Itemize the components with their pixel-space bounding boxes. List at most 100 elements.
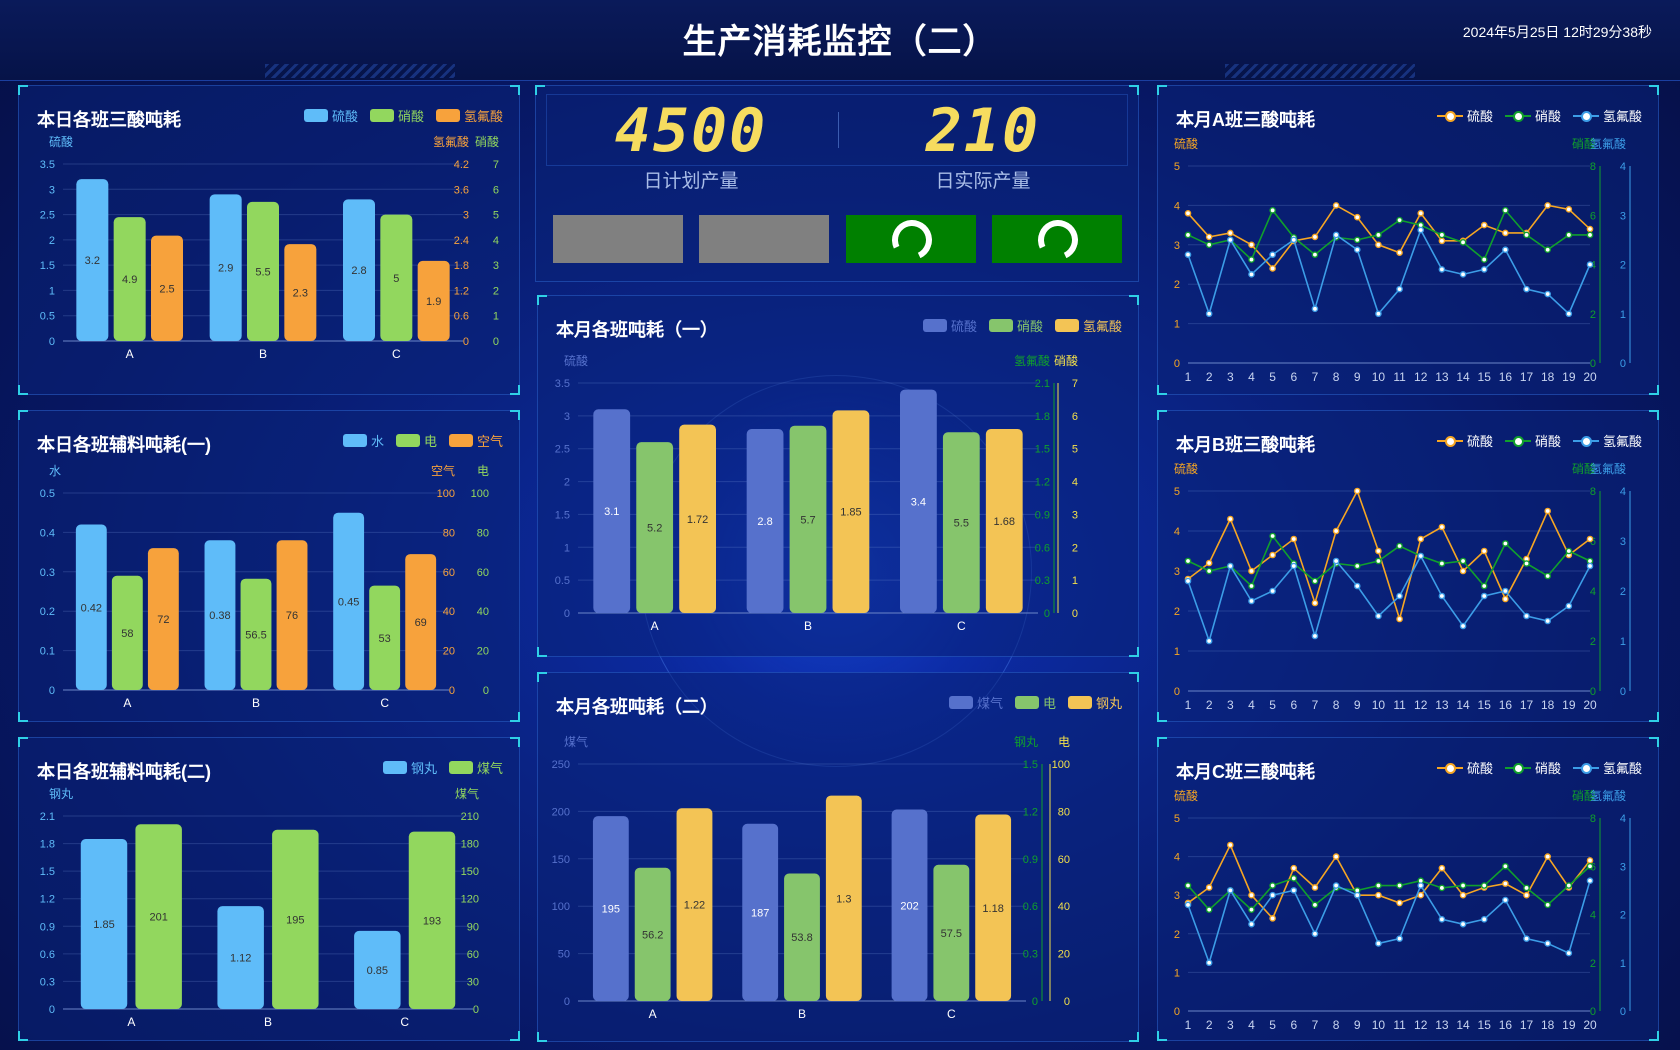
axis-tick-label: 0 <box>1590 358 1596 370</box>
data-point <box>1184 231 1192 239</box>
legend-item[interactable]: 煤气 <box>448 758 503 777</box>
bar <box>636 442 674 613</box>
chart-legend[interactable]: 硫酸 硝酸 氢氟酸 <box>303 106 503 125</box>
category-label: B <box>804 619 812 633</box>
x-tick-label: 17 <box>1520 1018 1534 1032</box>
legend-item[interactable]: 氢氟酸 <box>1572 106 1642 125</box>
data-point <box>1396 249 1403 256</box>
data-point <box>1248 906 1255 913</box>
axis-tick-label: 80 <box>1058 806 1070 818</box>
legend-item[interactable]: 硫酸 <box>303 106 358 125</box>
legend-item[interactable]: 氢氟酸 <box>1054 316 1122 335</box>
bar <box>354 930 401 1009</box>
legend-item[interactable]: 硫酸 <box>1436 106 1493 125</box>
category-label: A <box>126 347 134 361</box>
legend-item[interactable]: 硝酸 <box>988 316 1043 335</box>
refresh-button-2[interactable] <box>992 214 1122 266</box>
x-tick-label: 18 <box>1541 698 1555 712</box>
legend-item[interactable]: 氢氟酸 <box>435 106 503 125</box>
legend-item[interactable]: 电 <box>1014 693 1056 712</box>
category-label: B <box>252 696 260 710</box>
bar <box>742 823 779 1001</box>
chart-legend[interactable]: 硫酸 硝酸 氢氟酸 <box>1436 106 1642 125</box>
legend-item[interactable]: 空气 <box>448 431 503 450</box>
legend-label: 硝酸 <box>1534 109 1561 124</box>
data-point <box>1502 207 1509 214</box>
chart-legend[interactable]: 硫酸 硝酸 氢氟酸 <box>922 316 1122 335</box>
legend-item[interactable]: 硝酸 <box>369 106 424 125</box>
bar <box>80 838 128 1009</box>
data-point <box>1565 206 1573 213</box>
refresh-button-1[interactable] <box>846 214 976 266</box>
chart-legend[interactable]: 硫酸 硝酸 氢氟酸 <box>1436 431 1642 450</box>
legend-item[interactable]: 硝酸 <box>1504 758 1561 777</box>
legend-item[interactable]: 硝酸 <box>1504 106 1561 125</box>
legend-item[interactable]: 氢氟酸 <box>1572 758 1642 777</box>
legend-item[interactable]: 硫酸 <box>922 316 977 335</box>
axis-tick-label: 30 <box>467 976 479 988</box>
chart-legend[interactable]: 煤气 电 钢丸 <box>948 693 1122 712</box>
series-line <box>1187 554 1591 644</box>
legend-item[interactable]: 煤气 <box>948 693 1003 712</box>
x-tick-label: 6 <box>1290 698 1297 712</box>
category-label: A <box>127 1015 135 1029</box>
axis-tick-label: 0.3 <box>40 976 55 988</box>
data-point <box>1438 231 1446 239</box>
axis-tick-label: 40 <box>1058 901 1070 913</box>
bar-value-label: 1.9 <box>426 296 441 308</box>
panel-daily-aux2: 本日各班辅料吨耗(二) 钢丸 煤气 0 0.3 0.6 0.9 1.2 1.5 1.8 2.1 钢丸 0… <box>18 737 520 1041</box>
chart-legend[interactable]: 钢丸 煤气 <box>382 758 503 777</box>
axis-tick-label: 2 <box>1620 910 1626 922</box>
data-point <box>1438 864 1446 872</box>
data-point <box>1480 916 1488 923</box>
status-button-1[interactable] <box>553 215 683 263</box>
axis-tick-label: 3.5 <box>555 378 570 390</box>
data-point <box>1544 202 1551 209</box>
legend-swatch <box>1572 435 1599 447</box>
legend-item[interactable]: 硫酸 <box>1436 758 1493 777</box>
legend-item[interactable]: 硫酸 <box>1436 431 1493 450</box>
axis-tick-label: 2 <box>49 235 55 247</box>
x-tick-label: 3 <box>1227 698 1234 712</box>
bar <box>592 816 629 1001</box>
axis-name: 氢氟酸 <box>1590 136 1626 151</box>
panel-title: 本月各班吨耗（一） <box>556 320 718 340</box>
x-tick-label: 13 <box>1435 1018 1449 1032</box>
legend-item[interactable]: 钢丸 <box>382 758 437 777</box>
axis-tick-label: 80 <box>443 527 455 539</box>
bar-value-label: 2.8 <box>757 516 772 528</box>
x-tick-label: 11 <box>1393 370 1406 384</box>
axis-tick-label: 1 <box>1620 636 1626 648</box>
bar <box>76 179 109 341</box>
x-tick-label: 7 <box>1312 370 1319 384</box>
data-point <box>1205 884 1213 891</box>
x-tick-label: 12 <box>1414 698 1428 712</box>
data-point <box>1353 213 1361 221</box>
chart-legend[interactable]: 硫酸 硝酸 氢氟酸 <box>1436 758 1642 777</box>
chart-daily-acid: 0 0.5 1 1.5 2 2.5 3 3.5 硫酸 0 0.6 1.2 1.8 2.4 3 3.6 4.2 氢氟… <box>40 134 499 361</box>
series-line <box>1187 208 1590 261</box>
legend-item[interactable]: 氢氟酸 <box>1572 431 1642 450</box>
axis-tick-label: 0.5 <box>555 575 570 587</box>
status-button-2[interactable] <box>699 215 829 263</box>
axis-name: 煤气 <box>455 786 479 801</box>
data-point <box>1544 507 1551 515</box>
data-point <box>1417 535 1425 543</box>
legend-item[interactable]: 电 <box>395 431 437 450</box>
legend-item[interactable]: 水 <box>342 431 384 450</box>
chart-legend[interactable]: 水 电 空气 <box>342 431 503 450</box>
axis-tick-label: 250 <box>552 759 570 771</box>
bar-value-label: 1.68 <box>994 516 1015 528</box>
bar <box>593 409 631 613</box>
corner-decoration <box>1129 295 1139 305</box>
axis-tick-label: 0 <box>1044 608 1050 620</box>
bar-value-label: 202 <box>900 900 918 912</box>
bar <box>247 201 279 341</box>
data-point <box>1311 599 1319 607</box>
legend-item[interactable]: 钢丸 <box>1067 693 1122 712</box>
legend-item[interactable]: 硝酸 <box>1504 431 1561 450</box>
data-point <box>1269 891 1276 899</box>
axis-tick-label: 60 <box>443 567 455 579</box>
bar <box>900 389 937 613</box>
refresh-icon <box>1032 214 1084 266</box>
